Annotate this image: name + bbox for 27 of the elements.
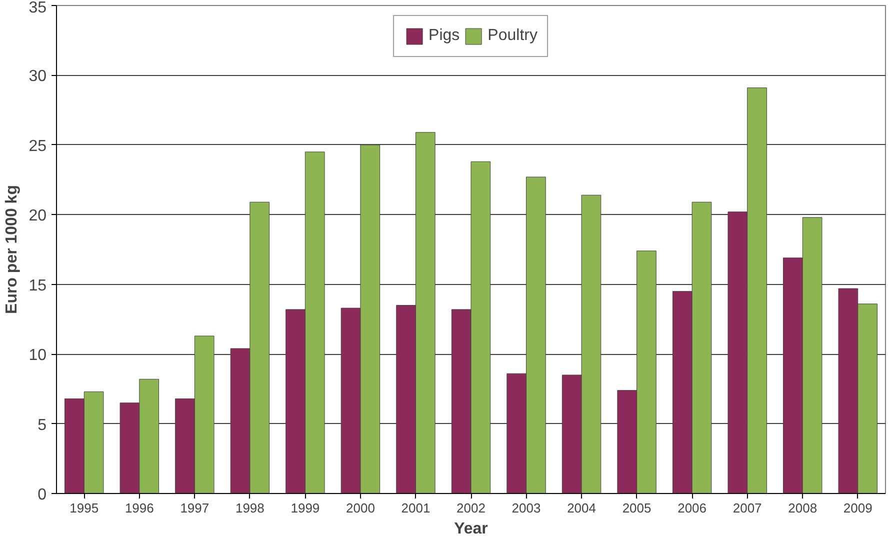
x-axis-title: Year: [454, 520, 488, 538]
x-tick-label: 2003: [512, 500, 541, 516]
x-tick-label: 2002: [456, 500, 486, 516]
x-tick-label: 2000: [346, 500, 375, 516]
y-tick-label: 25: [28, 138, 47, 155]
x-tick-label: 2009: [843, 500, 872, 516]
x-tick-label: 2005: [622, 500, 652, 516]
y-tick-label: 30: [28, 68, 47, 86]
legend-label: Pigs: [428, 27, 460, 45]
y-tick-label: 0: [38, 486, 47, 504]
legend-label: Poultry: [488, 27, 538, 45]
y-tick-label: 15: [28, 277, 47, 294]
x-tick-label: 1996: [124, 500, 154, 516]
y-tick-label: 10: [28, 347, 47, 364]
y-axis-title: Euro per 1000 kg: [4, 185, 21, 314]
x-tick-label: 2008: [788, 500, 818, 516]
y-tick-label: 5: [38, 416, 47, 434]
x-tick-label: 1998: [235, 500, 264, 516]
x-tick-label: 1995: [70, 500, 99, 516]
x-tick-label: 1999: [290, 500, 320, 516]
x-tick-label: 2004: [567, 500, 596, 516]
x-tick-label: 2001: [401, 500, 430, 516]
x-tick-label: 1997: [180, 500, 210, 516]
y-tick-label: 35: [28, 0, 47, 16]
x-tick-label: 2006: [678, 500, 707, 516]
y-tick-label: 20: [28, 208, 47, 225]
x-tick-label: 2007: [732, 500, 762, 516]
